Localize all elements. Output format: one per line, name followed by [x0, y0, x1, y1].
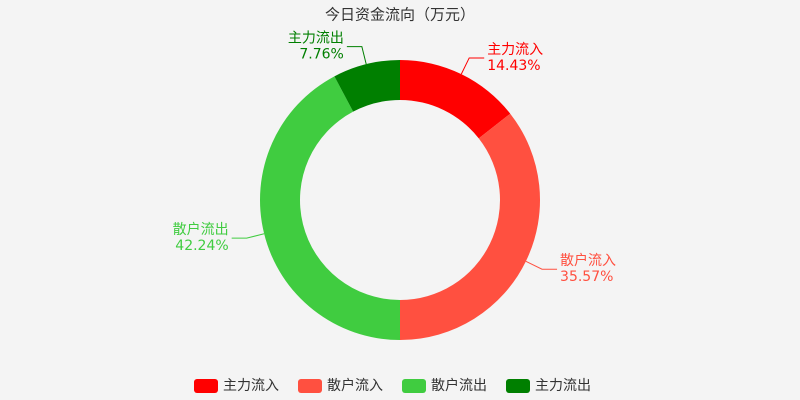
donut-slice [334, 60, 400, 112]
donut-slice [260, 76, 400, 340]
legend-item: 散户流入 [298, 377, 383, 394]
slice-value-label: 7.76% [299, 47, 343, 63]
donut-slice [400, 113, 540, 340]
leader-line [460, 57, 485, 75]
legend-label: 主力流出 [535, 378, 591, 394]
slice-label: 主力流出 [288, 31, 344, 47]
chart-title: 今日资金流向（万元） [325, 6, 475, 24]
slice-label: 散户流入 [560, 252, 616, 269]
legend-swatch [402, 379, 426, 393]
legend-item: 主力流出 [506, 378, 591, 394]
legend-swatch [194, 379, 218, 393]
donut-slice [400, 60, 511, 139]
legend-label: 主力流入 [223, 378, 279, 394]
leader-line [525, 260, 558, 270]
slice-label: 散户流出 [173, 221, 229, 238]
legend-label: 散户流入 [327, 377, 383, 394]
legend-label: 散户流出 [431, 377, 487, 394]
slice-value-label: 14.43% [487, 58, 540, 74]
leader-line [231, 233, 265, 239]
leader-line [346, 46, 367, 65]
legend-swatch [506, 379, 530, 393]
slice-value-label: 35.57% [560, 269, 613, 285]
slice-label: 主力流入 [487, 42, 543, 58]
legend-item: 主力流入 [194, 378, 279, 394]
slice-value-label: 42.24% [175, 238, 228, 254]
legend-swatch [298, 379, 322, 393]
legend-item: 散户流出 [402, 377, 487, 394]
